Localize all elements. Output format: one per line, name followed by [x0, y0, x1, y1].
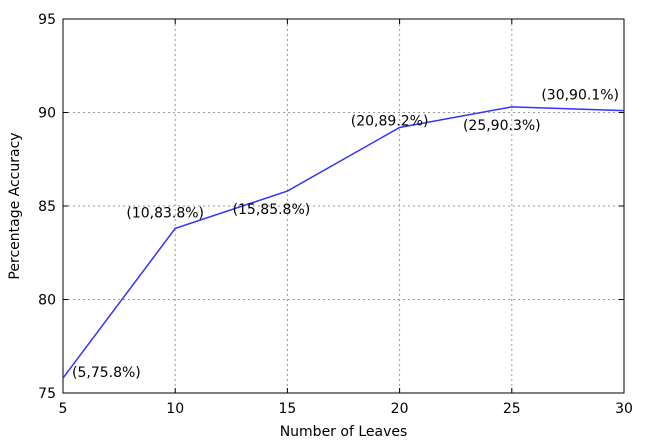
x-tick-label: 20 [391, 401, 409, 417]
x-tick-label: 10 [166, 401, 184, 417]
data-labels: (5,75.8%) (10,83.8%) (15,85.8%) (20,89.2%) (… [72, 88, 619, 381]
x-tick-label: 25 [503, 401, 521, 417]
x-tick-label: 15 [278, 401, 296, 417]
y-tick-label: 85 [38, 199, 56, 215]
y-axis-label: Percentage Accuracy [7, 132, 23, 279]
data-label: (5,75.8%) [72, 365, 141, 381]
x-tick-label: 5 [59, 401, 68, 417]
x-tick-label: 30 [615, 401, 633, 417]
series-line [62, 106, 625, 379]
data-label: (20,89.2%) [351, 113, 429, 129]
data-label: (25,90.3%) [463, 118, 541, 134]
axis-ticks: 5 10 15 20 25 30 75 80 85 90 95 [38, 12, 633, 417]
y-tick-label: 80 [38, 293, 56, 309]
x-axis-label: Number of Leaves [280, 424, 408, 440]
series-layer [62, 106, 625, 379]
data-label: (15,85.8%) [233, 202, 311, 218]
grid [63, 19, 624, 393]
data-label: (10,83.8%) [126, 205, 204, 221]
y-tick-label: 90 [38, 106, 56, 122]
y-tick-label: 75 [38, 386, 56, 402]
y-tick-label: 95 [38, 12, 56, 28]
data-label: (30,90.1%) [541, 88, 619, 104]
